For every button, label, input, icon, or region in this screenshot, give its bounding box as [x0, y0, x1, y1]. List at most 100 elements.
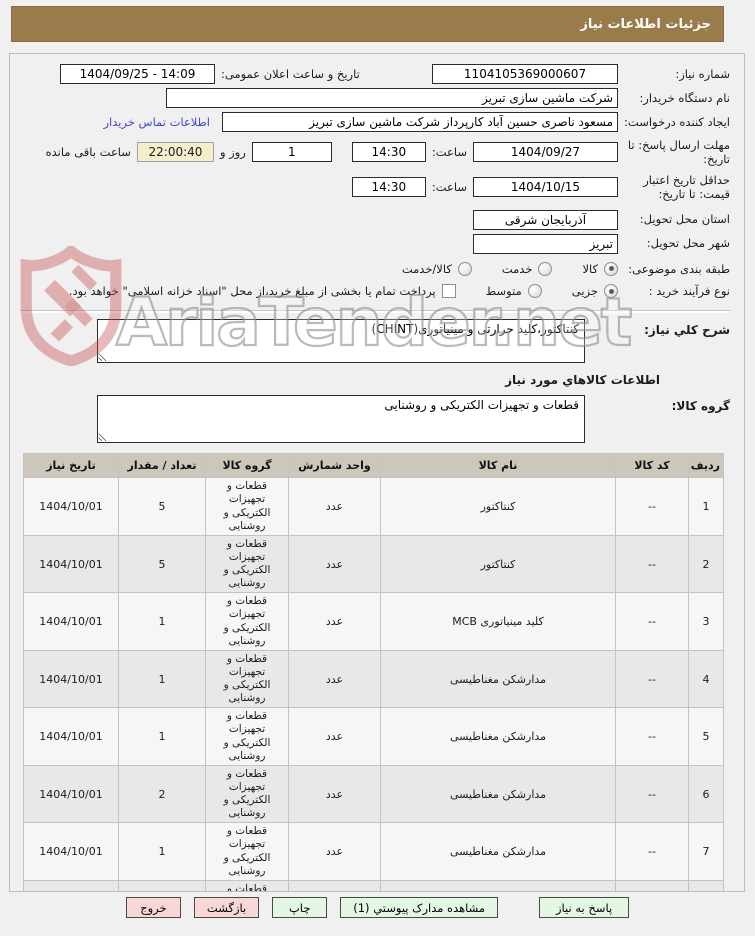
button-view-attachments[interactable]: مشاهده مدارک پیوستي (1): [340, 897, 499, 918]
cell-unit: عدد: [288, 764, 381, 824]
button-print[interactable]: چاپ: [272, 897, 328, 918]
checkbox-icon[interactable]: [441, 284, 456, 299]
option-label: کالا/خدمت: [401, 261, 452, 276]
radio-icon[interactable]: [604, 261, 618, 276]
announce-datetime-input[interactable]: [60, 64, 215, 84]
cell-qty: 1: [118, 822, 206, 881]
table-row: 5 -- مدارشکن مغناطیسی عدد قطعات و تجهیزا…: [23, 707, 724, 766]
cell-row: 8: [688, 879, 724, 891]
row-validity: حداقل تاریخ اعتبار قیمت: تا تاریخ: ساعت:: [20, 173, 730, 202]
cell-code: --: [615, 707, 689, 766]
cell-date: 1404/10/01: [23, 707, 119, 766]
need-desc-textarea[interactable]: کنتاکتور،کلید حرارتی و مینیاتوری(CHINT): [97, 319, 585, 364]
cell-code: --: [615, 649, 689, 709]
page-title: جزئیات اطلاعات نیاز: [11, 6, 724, 42]
option-label: خدمت: [501, 261, 533, 276]
request-info-section: شماره نیاز: تاریخ و ساعت اعلان عمومی: نا…: [20, 64, 730, 312]
cell-date: 1404/10/01: [23, 534, 119, 594]
cell-code: --: [615, 879, 689, 891]
row-province: استان محل تحویل:: [20, 209, 730, 230]
need-number-label: شماره نیاز:: [675, 66, 730, 81]
goods-group-label: گروه کالا:: [671, 399, 730, 414]
radio-icon[interactable]: [604, 284, 618, 299]
cell-group: قطعات و تجهیزات الکتریکی و روشنایی: [205, 764, 289, 824]
col-row: ردیف: [688, 453, 724, 479]
radio-icon[interactable]: [457, 261, 472, 276]
table-row: 7 -- مدارشکن مغناطیسی عدد قطعات و تجهیزا…: [23, 822, 724, 881]
buyer-contact-link[interactable]: اطلاعات تماس خریدار: [103, 115, 210, 129]
cell-code: --: [615, 534, 689, 594]
button-respond[interactable]: پاسخ به نیاز: [539, 897, 630, 918]
row-buyer: نام دستگاه خریدار:: [20, 88, 730, 108]
cell-qty: 1: [118, 649, 206, 709]
cell-group: قطعات و تجهیزات الکتریکی و روشنایی: [205, 477, 289, 536]
col-qty: تعداد / مقدار: [118, 453, 206, 479]
category-options: کالا خدمت کالا/خدمت: [401, 261, 618, 276]
days-label: روز و: [219, 145, 246, 160]
button-exit[interactable]: خروج: [125, 897, 181, 918]
buyer-label: نام دستگاه خریدار:: [639, 90, 730, 105]
deadline-date-input[interactable]: [473, 142, 618, 163]
cell-group: قطعات و تجهیزات الکتریکی و روشنایی: [205, 879, 289, 891]
cell-row: 7: [688, 822, 724, 881]
radio-option-minor[interactable]: جزیی: [571, 284, 618, 299]
items-table: ردیف کد کالا نام کالا واحد شمارش گروه کا…: [23, 453, 724, 891]
category-label: طبقه بندی موضوعی:: [628, 261, 730, 276]
table-row: 2 -- کنتاکتور عدد قطعات و تجهیزات الکتری…: [23, 534, 724, 594]
option-label: جزیی: [571, 284, 598, 299]
button-bar: پاسخ به نیاز مشاهده مدارک پیوستي (1) چاپ با…: [0, 897, 755, 918]
cell-unit: عدد: [288, 534, 381, 594]
validity-hour-label: ساعت:: [431, 180, 467, 195]
cell-unit: عدد: [288, 707, 381, 766]
radio-icon[interactable]: [538, 261, 553, 276]
validity-date-input[interactable]: [473, 177, 618, 198]
creator-input[interactable]: [222, 112, 618, 132]
province-input[interactable]: [473, 209, 618, 230]
process-options: جزیی متوسط پرداخت تمام یا بخشی از مبلغ خ…: [68, 284, 618, 299]
cell-qty: 5: [118, 534, 206, 594]
deadline-time-input[interactable]: [351, 142, 426, 163]
buyer-input[interactable]: [166, 88, 618, 108]
radio-icon[interactable]: [527, 284, 542, 299]
option-label: پرداخت تمام یا بخشی از مبلغ خرید،از محل …: [68, 284, 436, 299]
remaining-days-input[interactable]: [251, 142, 332, 163]
table-row: 8 -- مدارشکن مغناطیسی عدد قطعات و تجهیزا…: [23, 879, 724, 891]
cell-code: --: [615, 592, 689, 651]
goods-group-textarea[interactable]: قطعات و تجهیزات الکتریکی و روشنایی: [97, 395, 585, 444]
validity-time-input[interactable]: [351, 177, 426, 198]
announce-label: تاریخ و ساعت اعلان عمومی:: [221, 67, 360, 81]
cell-qty: 1: [118, 592, 206, 651]
row-city: شهر محل تحویل:: [20, 233, 730, 254]
radio-option-service[interactable]: خدمت: [501, 261, 553, 276]
goods-info-header: اطلاعات کالاهاي مورد نیاز: [505, 373, 660, 388]
button-back[interactable]: بازگشت: [193, 897, 260, 918]
items-table-head: ردیف کد کالا نام کالا واحد شمارش گروه کا…: [23, 453, 724, 479]
cell-code: --: [615, 477, 689, 536]
cell-unit: عدد: [288, 879, 381, 891]
col-code: کد کالا: [615, 453, 689, 479]
cell-unit: عدد: [288, 592, 381, 651]
cell-qty: 2: [118, 879, 206, 891]
cell-name: مدارشکن مغناطیسی: [380, 649, 616, 709]
cell-code: --: [615, 764, 689, 824]
cell-code: --: [615, 822, 689, 881]
need-desc-label: شرح کلي نیاز:: [644, 323, 730, 338]
goods-group-row: گروه کالا: قطعات و تجهیزات الکتریکی و رو…: [20, 395, 730, 444]
cell-unit: عدد: [288, 822, 381, 881]
cell-date: 1404/10/01: [23, 764, 119, 824]
need-number-input[interactable]: [432, 64, 618, 84]
radio-option-goods-service[interactable]: کالا/خدمت: [401, 261, 472, 276]
city-input[interactable]: [473, 233, 618, 254]
cell-qty: 1: [118, 707, 206, 766]
items-table-body: 1 -- کنتاکتور عدد قطعات و تجهیزات الکتری…: [23, 477, 724, 891]
table-row: 1 -- کنتاکتور عدد قطعات و تجهیزات الکتری…: [23, 477, 724, 536]
cell-name: مدارشکن مغناطیسی: [380, 707, 616, 766]
cell-name: مدارشکن مغناطیسی: [380, 879, 616, 891]
cell-name: مدارشکن مغناطیسی: [380, 764, 616, 824]
col-name: نام کالا: [380, 453, 616, 479]
radio-option-medium[interactable]: متوسط: [486, 284, 542, 299]
checkbox-option-treasury[interactable]: پرداخت تمام یا بخشی از مبلغ خرید،از محل …: [68, 284, 456, 299]
radio-option-goods[interactable]: کالا: [582, 261, 618, 276]
cell-name: کلید مینیاتوری MCB: [380, 592, 616, 651]
